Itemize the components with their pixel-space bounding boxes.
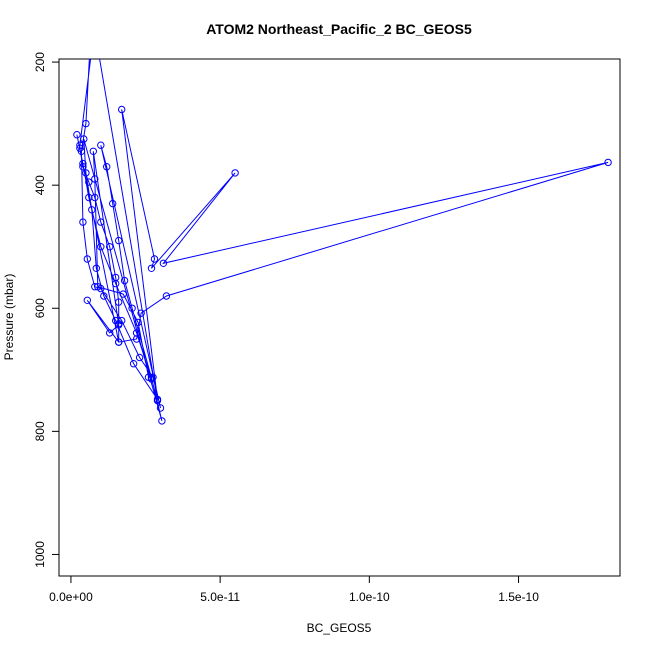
data-point (73, 131, 81, 139)
data-point (115, 321, 123, 329)
data-point (79, 163, 87, 171)
data-point (89, 10, 95, 16)
data-point (92, 264, 101, 272)
y-tick-label: 200 (33, 52, 47, 72)
data-point (83, 255, 92, 263)
data-point (147, 374, 156, 382)
y-tick-label: 800 (33, 421, 47, 441)
data-point (119, 290, 127, 298)
data-point (109, 199, 117, 208)
data-point (115, 298, 123, 306)
x-tick-label: 1.5e-10 (498, 590, 539, 604)
data-point (231, 169, 239, 177)
data-point (159, 259, 168, 267)
x-tick-label: 0.0e+00 (49, 590, 93, 604)
data-point (132, 335, 141, 343)
data-point (604, 158, 612, 167)
data-point (82, 169, 90, 177)
data-point (137, 309, 145, 317)
data-point (97, 141, 105, 149)
data-point (85, 193, 93, 202)
data-point (112, 279, 120, 288)
data-point (82, 119, 90, 128)
chart-title: ATOM2 Northeast_Pacific_2 BC_GEOS5 (206, 21, 472, 37)
data-point (118, 105, 126, 114)
x-tick-label: 1.0e-10 (349, 590, 390, 604)
y-tick-label: 600 (33, 298, 47, 318)
data-point (120, 276, 129, 285)
data-point (79, 159, 87, 168)
data-point (97, 218, 105, 226)
data-point (97, 243, 105, 251)
data-point (158, 417, 166, 425)
data-point (129, 360, 138, 368)
data-point (92, 22, 98, 28)
y-tick-label: 400 (33, 175, 47, 195)
data-point (162, 292, 171, 300)
data-point (83, 296, 92, 304)
x-axis-label: BC_GEOS5 (307, 621, 372, 635)
data-point (134, 318, 142, 327)
x-axis: 0.0e+00 5.0e-11 1.0e-10 1.5e-10 (49, 575, 539, 604)
data-point (88, 206, 96, 214)
data-point (150, 255, 159, 263)
data-point (77, 147, 86, 156)
data-point (153, 395, 162, 404)
data-point (128, 304, 136, 312)
data-point (115, 338, 123, 346)
data-point (91, 175, 99, 183)
data-point (106, 329, 114, 337)
data-point (85, 178, 93, 186)
y-tick-label: 1000 (33, 541, 47, 568)
data-point (100, 292, 108, 300)
data-point (89, 147, 98, 156)
data-point (106, 243, 114, 251)
x-tick-label: 5.0e-11 (200, 590, 240, 604)
data-point (135, 353, 144, 362)
data-point (156, 404, 165, 412)
data-point (94, 283, 102, 291)
y-axis: 200 400 600 800 1000 (33, 52, 60, 568)
plot-area (73, 10, 612, 425)
data-point (147, 264, 156, 272)
series-line (76, 59, 609, 422)
data-point (103, 163, 111, 171)
data-point (144, 373, 153, 381)
data-point (115, 236, 123, 245)
data-point (79, 218, 87, 226)
data-point (80, 135, 88, 143)
y-axis-label: Pressure (mbar) (2, 274, 16, 361)
